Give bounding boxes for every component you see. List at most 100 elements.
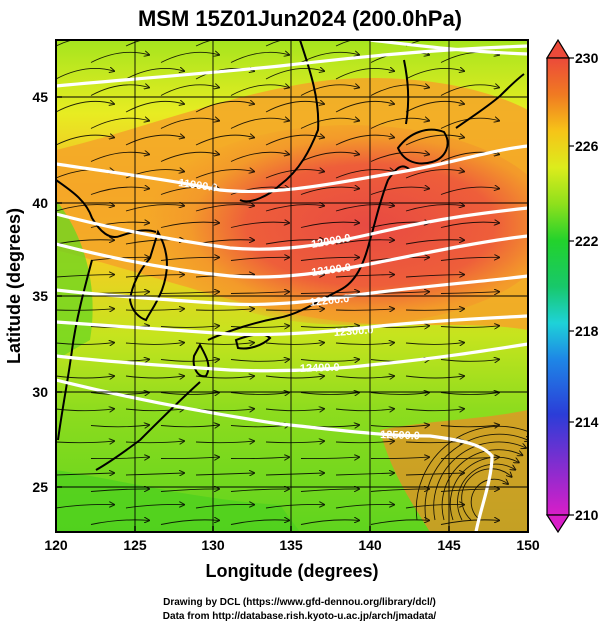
wind-streamline (160, 359, 219, 361)
wind-streamline (440, 425, 499, 427)
wind-streamline (405, 275, 464, 277)
wind-streamline (470, 479, 508, 521)
colorbar-tick-label-230: 230 (575, 50, 599, 66)
wind-streamline (125, 309, 184, 311)
coastline-china-east (56, 179, 157, 441)
plot-frame (55, 39, 529, 533)
wind-streamline (56, 68, 114, 80)
coastline-hokkaido (396, 128, 449, 165)
wind-streamline (125, 441, 184, 443)
wind-streamline (90, 118, 149, 129)
wind-streamline (56, 309, 114, 311)
x-tick-label-135: 135 (279, 537, 303, 553)
cool-field-west (56, 200, 93, 360)
wind-streamline (265, 68, 324, 80)
wind-streamline (405, 205, 464, 212)
wind-streamline (405, 309, 464, 311)
contour-line-12100 (56, 234, 528, 279)
wind-streamline (265, 441, 324, 443)
wind-streamline (300, 489, 359, 492)
wind-streamline (405, 473, 464, 475)
wind-streamline (405, 376, 464, 378)
wind-streamline (300, 359, 359, 361)
wind-streamline (195, 343, 254, 345)
wind-streamline (335, 409, 394, 411)
wind-streamline (265, 473, 324, 475)
wind-streamline (440, 393, 499, 395)
wind-streamline (440, 326, 499, 328)
contour-label-12300: 12300.0 (333, 324, 374, 339)
coastline-russia-far-east (239, 40, 320, 203)
wind-streamline (90, 425, 149, 427)
wind-streamline (56, 409, 114, 411)
x-tick-label-130: 130 (201, 537, 225, 553)
wind-streamline (335, 504, 394, 509)
x-tick-labels: 120 125 130 135 140 145 150 (44, 537, 540, 553)
contour-label-11900: 11900.0 (178, 177, 218, 194)
wind-streamline (230, 359, 289, 361)
wind-streamline (90, 85, 149, 96)
x-tick-label-145: 145 (437, 537, 461, 553)
wind-streamline (405, 409, 464, 411)
wind-streamline (405, 170, 464, 179)
wind-streamline (265, 409, 324, 411)
y-tick-label-35: 35 (32, 288, 48, 304)
wind-streamline (160, 326, 219, 328)
wind-streamline (335, 343, 394, 345)
wind-streamline (461, 468, 512, 521)
wind-streamline (160, 393, 219, 395)
wind-streamline (56, 376, 114, 378)
wind-streamline (335, 205, 394, 212)
wind-streamline (230, 85, 289, 96)
wind-streamline (125, 504, 184, 509)
contour-line-12000 (56, 206, 528, 251)
wind-streamline (125, 275, 184, 277)
y-axis-title: Latitude (degrees) (4, 208, 24, 364)
wind-streamline (125, 473, 184, 475)
colorbar: 230 226 222 218 214 210 (545, 38, 599, 534)
wind-streamline (90, 187, 149, 195)
colorbar-tick-label-226: 226 (575, 138, 599, 154)
wind-streamline (56, 473, 114, 475)
wind-streamline (300, 520, 359, 525)
wind-streamline (195, 40, 254, 47)
wind-streamline (90, 457, 149, 459)
contour-line-12200 (56, 274, 528, 307)
colorbar-max-extension (545, 38, 571, 59)
wind-streamline (441, 449, 522, 521)
wind-streamline (230, 118, 289, 129)
wind-streamline (125, 376, 184, 378)
wind-streamline (160, 457, 219, 459)
wind-streamline (56, 240, 114, 245)
wind-streamline (265, 504, 324, 509)
colorbar-min-extension (545, 514, 571, 534)
colorbar-tick-label-214: 214 (575, 414, 599, 430)
wind-streamline (90, 520, 149, 525)
wind-streamline (300, 393, 359, 395)
wind-streamline (230, 520, 289, 525)
wind-streamline (335, 40, 394, 47)
figure-title: MSM 15Z01Jun2024 (200.0hPa) (138, 6, 462, 31)
contour-line-11900 (56, 144, 528, 194)
wind-streamline (160, 85, 219, 96)
contour-label-12200: 12200.0 (309, 293, 350, 309)
colorbar-gradient (546, 57, 570, 516)
y-tick-label-30: 30 (32, 384, 48, 400)
wind-streamline (125, 68, 184, 80)
wind-streamline (405, 101, 464, 113)
wind-streamline (335, 473, 394, 475)
wind-streamline (230, 152, 289, 162)
wind-streamline (300, 326, 359, 328)
wind-streamline (415, 425, 528, 521)
wind-streamline (160, 292, 219, 294)
wind-streamline (230, 457, 289, 459)
wind-streamline (195, 309, 254, 311)
contour-label-12100: 12100.0 (311, 262, 352, 279)
wind-streamline (265, 135, 324, 146)
wind-streamline (125, 343, 184, 345)
x-tick-label-140: 140 (358, 537, 382, 553)
wind-streamline (230, 257, 289, 261)
wind-streamline (125, 101, 184, 113)
wind-streamline (265, 205, 324, 212)
contour-line-12500 (56, 378, 494, 532)
